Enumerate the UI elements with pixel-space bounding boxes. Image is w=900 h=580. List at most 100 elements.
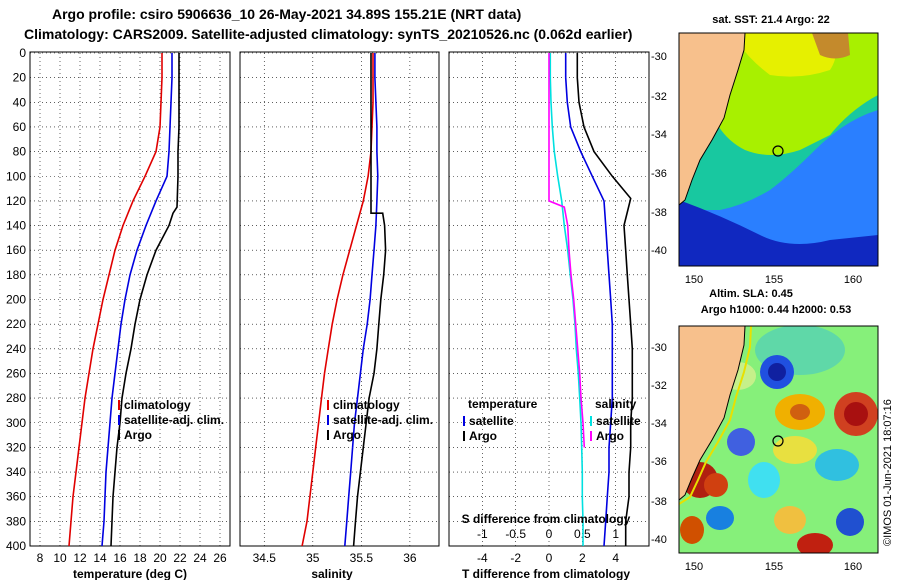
x-tick-label: 14 [93,551,107,565]
sst-land [679,33,745,205]
legend-swatch-climatology [118,400,120,410]
sla-feature [704,473,728,497]
legend-label-t-argo: Argo [469,429,497,443]
series-group [548,53,634,547]
sst-lat-ticks: -30 -32 -34 -36 -38 -40 [651,51,667,257]
legend-swatch-satellite [327,415,329,425]
depth-tick-label: 320 [6,440,26,454]
depth-tick-label: 20 [13,71,27,85]
depth-tick-label: 100 [6,169,26,183]
x2-tick-label: 0 [546,527,553,541]
legend-title-salinity: salinity [595,397,637,411]
depth-tick-label: 120 [6,194,26,208]
sla-feature [815,449,859,481]
salinity-xlabel: salinity [311,567,353,580]
legend-swatch-climatology [327,400,329,410]
sst-map-title: sat. SST: 21.4 Argo: 22 [712,14,830,26]
series-line-s-satellite [549,53,584,546]
legend-swatch-s-satellite [590,416,592,426]
sla-feature [748,462,780,498]
sla-lat-tick: -30 [651,342,667,354]
title-line-1: Argo profile: csiro 5906636_10 26-May-20… [52,6,521,22]
legend-swatch-t-satellite [463,416,465,426]
x-tick-label: 24 [193,551,207,565]
x-tick-label: 12 [73,551,87,565]
sst-lat-tick: -34 [651,129,667,141]
sla-lon-tick: 150 [685,561,703,573]
series-layer [68,53,634,547]
sla-feature [773,436,817,464]
x-tick-label: 0 [546,551,553,565]
x-tick-label: 16 [113,551,127,565]
salinity-plot-frame [239,51,440,547]
sla-lat-tick: -38 [651,496,667,508]
sla-map [679,326,878,553]
legend-label-satellite: satellite-adj. clim. [124,413,224,427]
depth-tick-label: 380 [6,514,26,528]
sla-lon-tick: 160 [844,561,862,573]
sst-argo-marker [772,145,784,157]
sla-land [679,326,745,500]
sla-coastal-band [679,326,752,505]
depth-tick-label: 0 [19,46,26,60]
depth-tick-label: 40 [13,95,27,109]
sla-map-title-1: Altim. SLA: 0.45 [709,288,793,300]
sst-map [679,33,878,266]
sla-map-frame [678,325,879,554]
sla-feature [774,506,806,534]
difference-legend: temperature satellite Argo salinity sate… [463,397,641,443]
series-line-climatology [68,53,163,547]
sla-feature [680,516,704,544]
sst-lat-tick: -30 [651,51,667,63]
sla-feature [844,402,868,426]
sst-lat-tick: -40 [651,245,667,257]
x-tick-label: 35 [306,551,320,565]
series-line-satellite-adj-clim [344,53,379,547]
legend-swatch-argo [118,430,120,440]
x-axes: 8 10 12 14 16 18 20 22 24 26 34.5 35 35.5 36 -4 -2 0 2 4-1… [37,527,620,565]
x-tick-label: 20 [153,551,167,565]
sst-warmest-zone [740,33,837,77]
series-line-satellite-adj-clim [101,53,173,547]
sst-lat-tick: -36 [651,168,667,180]
sst-lon-tick: 150 [685,274,703,286]
series-line-argo [352,53,387,547]
sla-lon-ticks: 150 155 160 [685,561,862,573]
sla-coastline [679,326,746,501]
temperature-legend: climatology satellite-adj. clim. Argo [118,398,224,442]
sst-lat-tick: -38 [651,207,667,219]
x-tick-label: 8 [37,551,44,565]
legend-label-s-satellite: satellite [596,414,641,428]
legend-label-argo: Argo [124,428,152,442]
depth-tick-label: 180 [6,268,26,282]
sst-lon-tick: 160 [844,274,862,286]
depth-tick-label: 140 [6,219,26,233]
sla-lat-tick: -40 [651,534,667,546]
sst-lat-tick: -32 [651,91,667,103]
legend-swatch-t-argo [463,431,465,441]
legend-label-argo: Argo [333,428,361,442]
s-difference-xlabel: S difference from climatology [462,512,631,526]
sla-lat-ticks: -30 -32 -34 -36 -38 -40 [651,342,667,546]
sst-warm-zone [700,33,878,155]
sla-feature [706,506,734,530]
sla-lat-tick: -36 [651,456,667,468]
sla-feature [727,428,755,456]
x2-tick-label: 1 [612,527,619,541]
temperature-xlabel: temperature (deg C) [73,567,187,580]
legend-label-t-satellite: satellite [469,414,514,428]
sst-map-frame [678,32,879,267]
x2-tick-label: -0.5 [505,527,526,541]
sla-feature [768,363,786,381]
sla-feature [790,404,810,420]
sst-coastline [679,33,746,206]
series-line-t-satellite [564,53,614,547]
x-tick-label: 4 [612,551,619,565]
depth-tick-label: 220 [6,317,26,331]
sst-lon-ticks: 150 155 160 [685,274,862,286]
depth-tick-label: 260 [6,366,26,380]
sla-lat-tick: -34 [651,418,667,430]
series-group [301,53,387,547]
depth-tick-label: 300 [6,416,26,430]
